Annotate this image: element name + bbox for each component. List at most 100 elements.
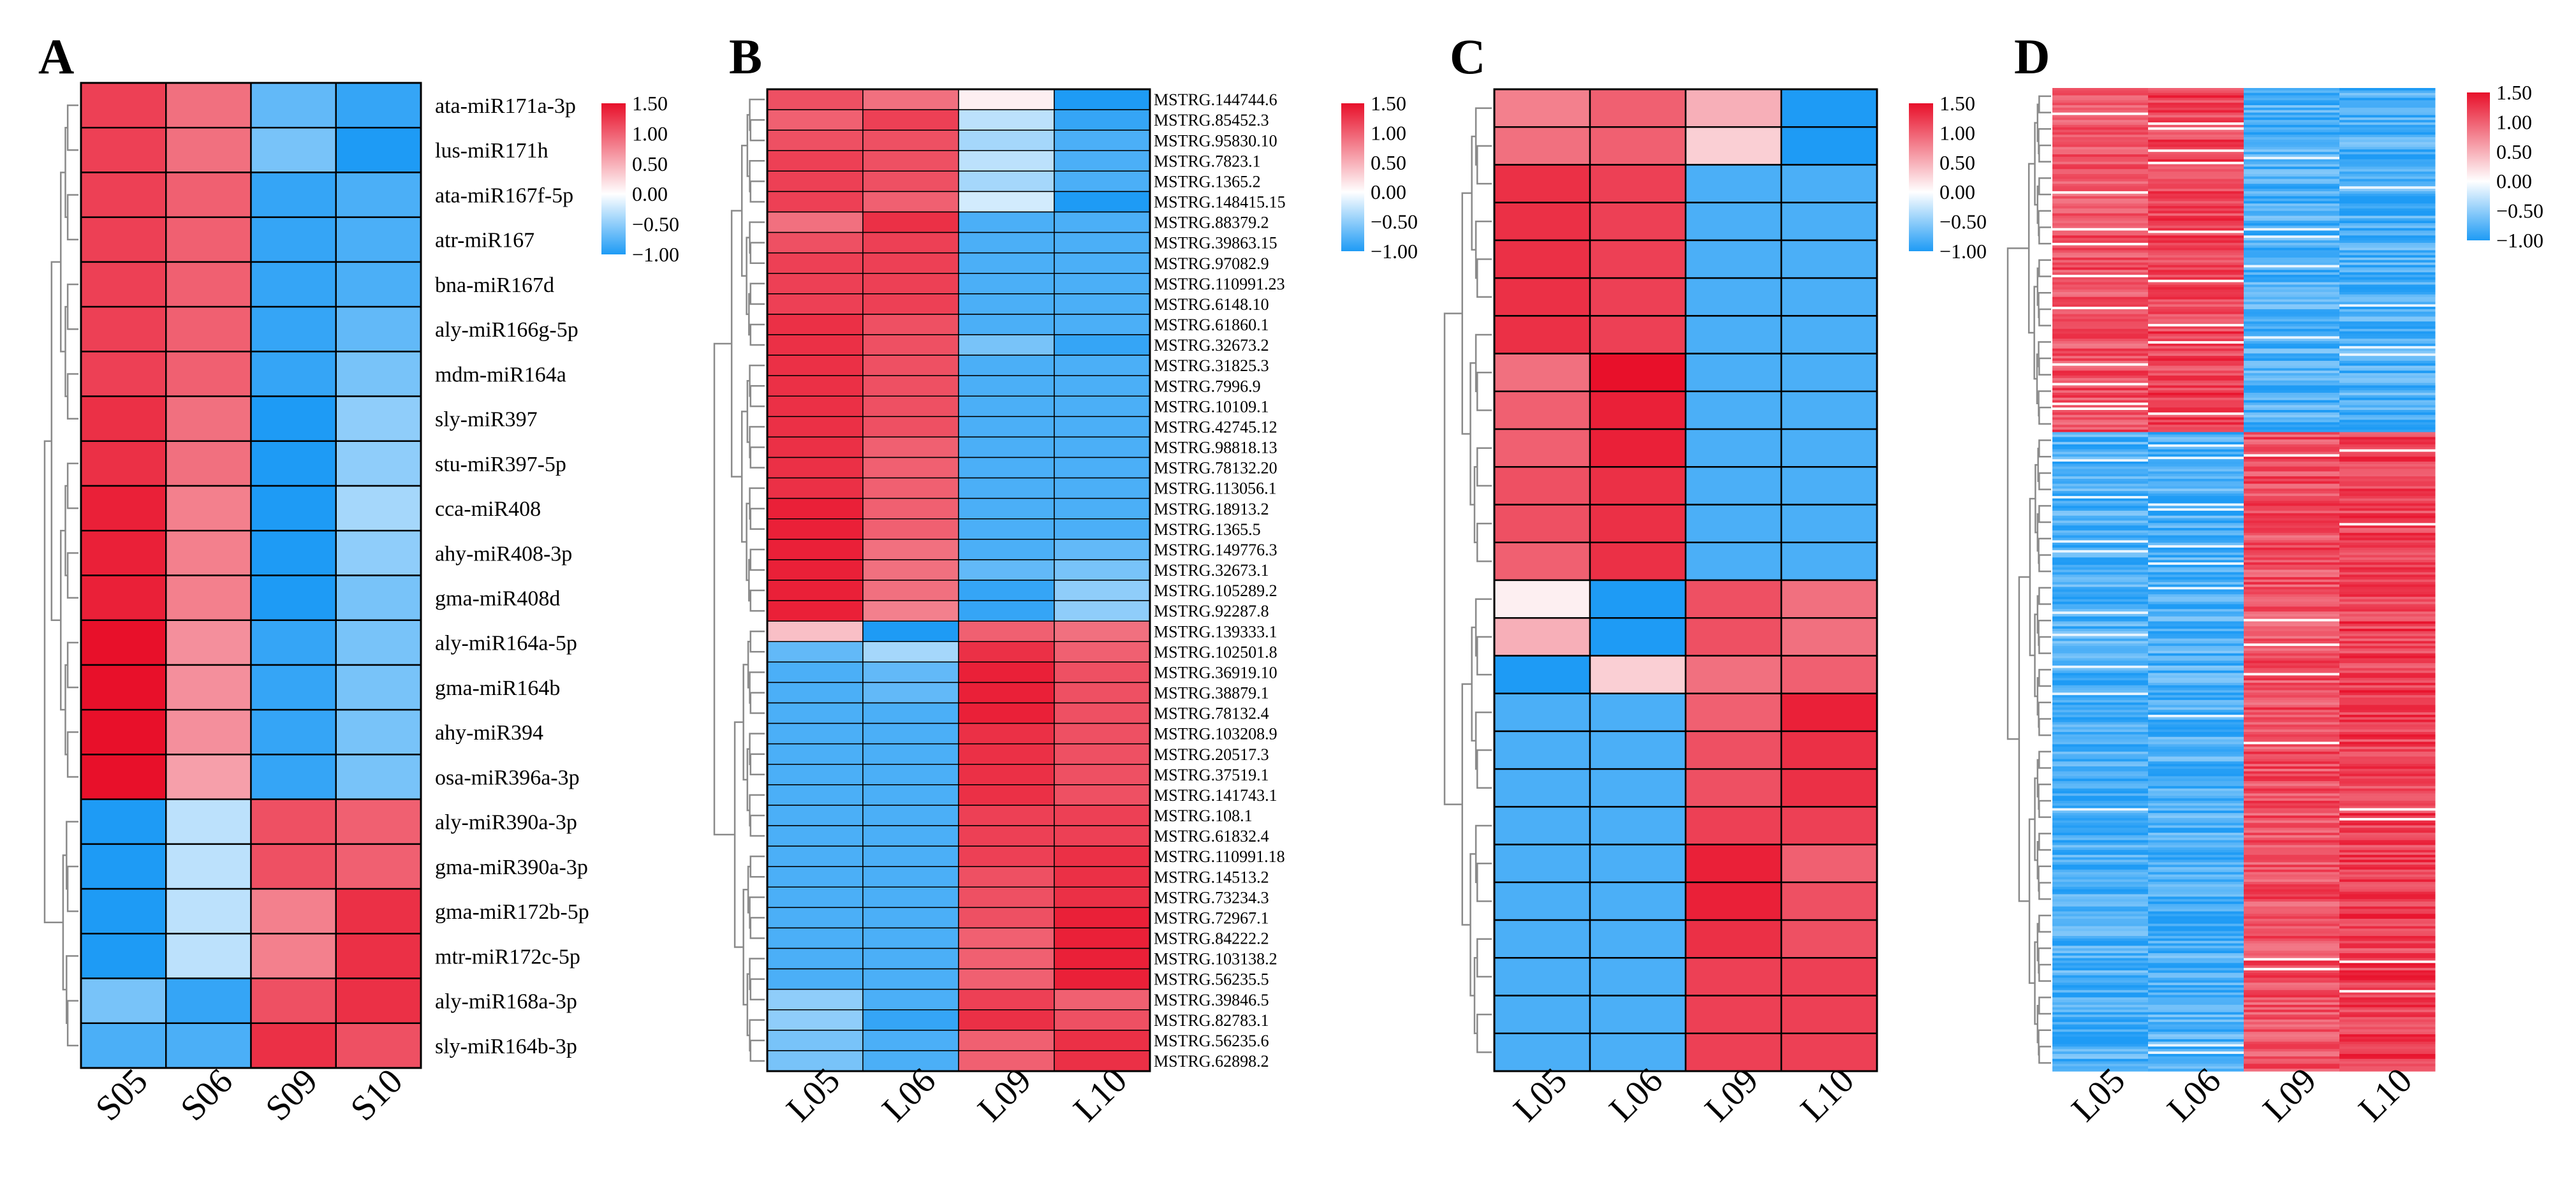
heatmap-cell (2052, 641, 2149, 644)
heatmap-cell (2052, 259, 2149, 263)
heatmap-cell (335, 440, 422, 487)
heatmap-cell (2052, 611, 2149, 615)
heatmap-cell (1054, 539, 1151, 560)
heatmap-cell (335, 977, 422, 1025)
dendrogram-branch (2038, 914, 2051, 933)
heatmap-cell (2052, 481, 2149, 485)
heatmap-cell (2244, 835, 2340, 838)
heatmap-cell (2244, 528, 2340, 531)
heatmap-cell (862, 375, 959, 397)
heatmap-cell (2148, 596, 2244, 600)
row-label: MSTRG.61860.1 (1154, 316, 1269, 334)
heatmap-cell (1054, 988, 1151, 1011)
legend-tick-label: 0.00 (1939, 180, 1975, 203)
legend-tick-label: 0.50 (632, 152, 668, 175)
heatmap-cell (2052, 751, 2149, 755)
heatmap-cell (1054, 129, 1151, 152)
heatmap-cell (2339, 977, 2436, 981)
heatmap-cell (2244, 891, 2340, 895)
heatmap-cell (2052, 800, 2149, 804)
heatmap-cell (2148, 796, 2244, 799)
heatmap-cell (2052, 198, 2149, 201)
row-label: MSTRG.61832.4 (1154, 827, 1269, 845)
column-label: S05 (88, 1062, 155, 1129)
heatmap-cell (1054, 907, 1151, 929)
heatmap-cell (2052, 749, 2149, 752)
heatmap-cell (958, 702, 1055, 724)
heatmap-cell (2244, 592, 2340, 595)
heatmap-cell (2052, 742, 2149, 745)
heatmap-cell (2052, 203, 2149, 207)
heatmap-cell (2339, 935, 2436, 939)
heatmap-cell (2244, 776, 2340, 779)
heatmap-cell (2148, 225, 2244, 229)
heatmap-cell (2244, 100, 2340, 103)
heatmap-cell (2244, 252, 2340, 256)
dendrogram-branch (749, 896, 765, 929)
heatmap-cell (250, 798, 337, 845)
heatmap-cell (958, 252, 1055, 274)
heatmap-cell (2339, 830, 2436, 833)
heatmap-cell (2244, 287, 2340, 290)
heatmap-cell (2052, 884, 2149, 888)
heatmap-cell (2052, 963, 2149, 966)
heatmap-cell (2052, 528, 2149, 531)
heatmap-cell (2244, 457, 2340, 460)
heatmap-cell (2339, 903, 2436, 907)
heatmap-cell (958, 375, 1055, 397)
dendrogram-branch (1443, 312, 1462, 805)
heatmap-cell (2339, 107, 2436, 111)
heatmap-cell (2148, 307, 2244, 310)
heatmap-cell (2052, 358, 2149, 362)
heatmap-cell (2052, 127, 2149, 131)
dendrogram-branch (749, 180, 765, 203)
heatmap-cell (1054, 927, 1151, 949)
heatmap-cell (2339, 520, 2436, 523)
heatmap-cell (80, 977, 167, 1025)
heatmap-cell (2052, 744, 2149, 747)
heatmap-cell (862, 968, 959, 990)
heatmap-cell (2339, 859, 2436, 863)
dendrogram-branch (730, 210, 742, 478)
heatmap-cell (2244, 120, 2340, 123)
heatmap-cell (1493, 353, 1591, 393)
row-label: MSTRG.82783.1 (1154, 1011, 1269, 1030)
heatmap-cell (2244, 255, 2340, 258)
heatmap-cell (2244, 788, 2340, 792)
heatmap-cell (2148, 270, 2244, 273)
column-label: S09 (258, 1062, 325, 1129)
heatmap-cell (2052, 169, 2149, 172)
heatmap-cell (1684, 1032, 1783, 1072)
heatmap-cell (2244, 339, 2340, 342)
heatmap-cell (862, 518, 959, 540)
row-label: MSTRG.31825.3 (1154, 356, 1269, 375)
heatmap-cell (2339, 577, 2436, 580)
heatmap-cell (2339, 633, 2436, 637)
heatmap-cell (2244, 240, 2340, 244)
heatmap-cell (1493, 315, 1591, 354)
heatmap-cell (2148, 201, 2244, 204)
heatmap-cell (2244, 343, 2340, 347)
heatmap-cell (2052, 235, 2149, 238)
heatmap-cell (2339, 850, 2436, 853)
heatmap-cell (2148, 451, 2244, 455)
dendrogram-branch (1475, 107, 1492, 166)
heatmap-cell (2244, 1000, 2340, 1003)
heatmap-cell (2052, 661, 2149, 664)
heatmap-cell (958, 150, 1055, 172)
heatmap-cell (2339, 149, 2436, 152)
legend-tick-label: 0.50 (1939, 151, 1975, 174)
heatmap-cell (2339, 245, 2436, 249)
heatmap-cell (2339, 616, 2436, 620)
heatmap-cell (2339, 262, 2436, 266)
heatmap-cell (2244, 837, 2340, 841)
heatmap-cell (2244, 191, 2340, 194)
heatmap-cell (2339, 869, 2436, 873)
heatmap-cell (2339, 983, 2436, 986)
heatmap-cell (2052, 736, 2149, 740)
row-label: aly-miR390a-3p (435, 811, 577, 835)
heatmap-cell (767, 764, 864, 786)
heatmap-cell (2052, 124, 2149, 128)
heatmap-cell (2148, 459, 2244, 462)
heatmap-cell (2339, 296, 2436, 300)
